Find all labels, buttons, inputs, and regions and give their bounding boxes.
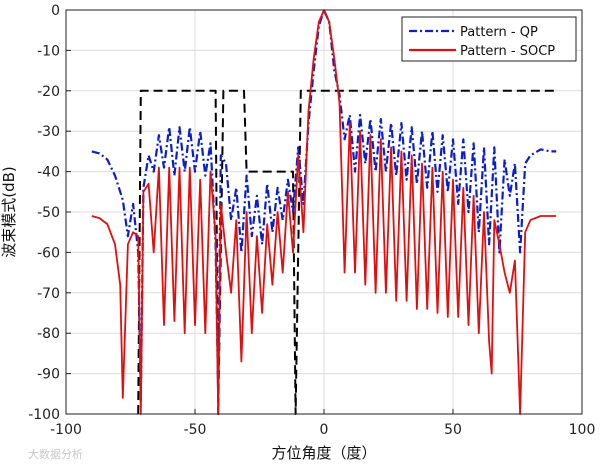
legend-box bbox=[401, 16, 577, 62]
watermark: 大数据分析 bbox=[28, 447, 83, 461]
y-tick-label: -60 bbox=[37, 245, 60, 261]
y-tick-label: -20 bbox=[37, 84, 60, 100]
y-tick-label: -10 bbox=[37, 43, 60, 59]
legend-label-qp: Pattern - QP bbox=[460, 25, 538, 40]
y-axis-label: 波束模式(dB) bbox=[0, 166, 18, 258]
x-tick-label: 100 bbox=[569, 422, 596, 438]
series-line-pattern-qp bbox=[91, 8, 557, 403]
y-tick-label: -100 bbox=[28, 407, 60, 423]
grid bbox=[65, 9, 583, 415]
y-tick-label: -90 bbox=[37, 367, 60, 383]
y-tick-label: 0 bbox=[51, 3, 60, 19]
x-axis-label: 方位角度（度） bbox=[271, 444, 376, 462]
x-tick-label: -50 bbox=[184, 422, 207, 438]
y-tick-label: -70 bbox=[37, 286, 60, 302]
y-tick-label: -30 bbox=[37, 124, 60, 140]
x-tick-label: -100 bbox=[50, 422, 82, 438]
x-tick-label: 0 bbox=[320, 422, 329, 438]
axis-ticks: -100 -50 0 50 100 0 -10 -20 -30 -40 -50 -60 -70 -80 -9… bbox=[28, 3, 595, 438]
legend-label-socp: Pattern - SOCP bbox=[460, 44, 555, 59]
series-line-pattern-socp bbox=[91, 9, 557, 415]
y-tick-label: -80 bbox=[37, 326, 60, 342]
legend: Pattern - QP Pattern - SOCP bbox=[401, 16, 577, 62]
y-tick-label: -50 bbox=[37, 205, 60, 221]
x-tick-label: 50 bbox=[444, 422, 462, 438]
series-line-mask bbox=[137, 89, 557, 415]
series-group bbox=[91, 8, 557, 415]
y-tick-label: -40 bbox=[37, 165, 60, 181]
